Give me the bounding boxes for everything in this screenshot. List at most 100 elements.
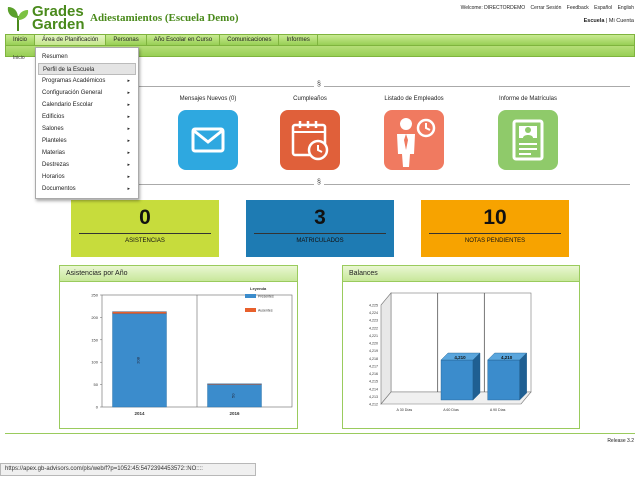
- stat-attendance-value: 0: [139, 206, 151, 229]
- bar-ausentes-2016: [207, 383, 262, 385]
- chart-left-wall: [380, 292, 392, 405]
- submenu-arrow-icon: ▸: [127, 174, 130, 180]
- enrollment-report-tile[interactable]: [498, 110, 558, 170]
- stat-enrolled[interactable]: 3 MATRICULADOS: [246, 200, 394, 257]
- y-tick-label: 200: [91, 315, 98, 320]
- dropdown-item-configuracion-general[interactable]: Configuración General ▸: [36, 87, 138, 99]
- y-tick-label: 4,216: [369, 372, 378, 376]
- submenu-arrow-icon: ▸: [127, 78, 130, 84]
- legend-label-ausentes: Ausentes: [258, 309, 273, 313]
- nav-informes[interactable]: Informes: [279, 35, 318, 45]
- legend-title: Leyenda: [250, 286, 267, 291]
- section-divider-bottom: [130, 184, 630, 185]
- dropdown-item-planteles[interactable]: Planteles ▸: [36, 135, 138, 147]
- submenu-arrow-icon: ▸: [127, 126, 130, 132]
- balances-chart: 4,225 4,224 4,223 4,222 4,221 4,220 4,219 4,218…: [369, 292, 532, 412]
- messages-tile[interactable]: [178, 110, 238, 170]
- submenu-arrow-icon: ▸: [127, 150, 130, 156]
- dropdown-item-destrezas[interactable]: Destrezas ▸: [36, 159, 138, 171]
- dropdown-item-documentos[interactable]: Documentos ▸: [36, 183, 138, 195]
- language-english-link[interactable]: English: [617, 5, 634, 11]
- stat-pending-grades-rule: [429, 233, 561, 234]
- dropdown-item-label: Materias: [42, 150, 66, 156]
- stat-pending-grades-label: NOTAS PENDIENTES: [464, 238, 526, 244]
- my-account-link[interactable]: Mi Cuenta: [608, 18, 634, 24]
- nav-personas[interactable]: Personas: [106, 35, 147, 45]
- y-tick-label: 4,215: [369, 380, 378, 384]
- employees-tile[interactable]: [384, 110, 444, 170]
- stat-pending-grades[interactable]: 10 NOTAS PENDIENTES: [421, 200, 569, 257]
- y-tick-label: 4,220: [369, 342, 378, 346]
- dropdown-item-edificios[interactable]: Edificios ▸: [36, 111, 138, 123]
- grades-garden-logo[interactable]: Grades Garden: [6, 4, 88, 32]
- nav-ano-escolar[interactable]: Año Escolar en Curso: [147, 35, 221, 45]
- dropdown-item-label: Programas Académicos: [42, 78, 106, 84]
- nav-inicio[interactable]: Inicio: [6, 35, 36, 45]
- attendance-panel-title: Asistencias por Año: [60, 266, 297, 282]
- dropdown-item-programas-academicos[interactable]: Programas Académicos ▸: [36, 75, 138, 87]
- bar-data-label: 4,210: [501, 355, 513, 360]
- stat-attendance[interactable]: 0 ASISTENCIAS: [71, 200, 219, 257]
- dropdown-item-label: Documentos: [42, 186, 76, 192]
- dropdown-item-perfil-de-la-escuela[interactable]: Perfil de la Escuela: [38, 63, 136, 75]
- bar-front-A 90 Días: [487, 359, 520, 401]
- attendance-panel: Asistencias por Año 0 50 100 150 200 250 208 20…: [59, 265, 298, 429]
- y-tick-label: 4,224: [369, 311, 378, 315]
- submenu-arrow-icon: ▸: [127, 102, 130, 108]
- dropdown-item-label: Destrezas: [42, 162, 70, 168]
- y-tick-label: 4,218: [369, 357, 378, 361]
- y-tick-label: 50: [94, 382, 99, 387]
- bar-data-label: 208: [136, 356, 141, 363]
- browser-status-url: https://apex.gb-advisors.com/pls/web/f?p…: [0, 463, 256, 476]
- dropdown-item-horarios[interactable]: Horarios ▸: [36, 171, 138, 183]
- dropdown-item-materias[interactable]: Materias ▸: [36, 147, 138, 159]
- dropdown-item-label: Edificios: [42, 114, 65, 120]
- feedback-link[interactable]: Feedback: [566, 5, 589, 11]
- dropdown-item-salones[interactable]: Salones ▸: [36, 123, 138, 135]
- bar-ausentes-2014: [112, 311, 167, 315]
- birthdays-tile[interactable]: [280, 110, 340, 170]
- stat-enrolled-rule: [254, 233, 386, 234]
- school-label: Escuela: [583, 18, 605, 24]
- y-tick-label: 4,212: [369, 403, 378, 407]
- y-tick-label: 4,225: [369, 304, 378, 308]
- link-separator: |: [604, 18, 609, 24]
- x-tick-label: A 90 Días: [490, 408, 506, 412]
- balances-panel: Balances 4,225 4,224 4,223 4,222 4,221 4,220 4…: [342, 265, 580, 429]
- tile-label-employees: Listado de Empleados: [384, 96, 444, 102]
- dropdown-item-calendario-escolar[interactable]: Calendario Escolar ▸: [36, 99, 138, 111]
- document-icon: [512, 119, 544, 161]
- dropdown-item-label: Resumen: [42, 54, 68, 60]
- bar-presentes-2014: [112, 313, 167, 408]
- divider-symbol-top: §: [314, 81, 324, 88]
- y-tick-label: 0: [96, 405, 99, 410]
- submenu-arrow-icon: ▸: [127, 162, 130, 168]
- bar-data-label: 50: [231, 393, 236, 398]
- tile-label-messages: Mensajes Nuevos (0): [179, 96, 237, 102]
- logo-text-garden: Garden: [32, 16, 85, 33]
- y-tick-label: 4,223: [369, 319, 378, 323]
- x-tick-label: 2016: [229, 411, 240, 416]
- divider-symbol-bottom: §: [314, 179, 324, 186]
- submenu-arrow-icon: ▸: [127, 138, 130, 144]
- x-tick-label: A 60 Días: [443, 408, 459, 412]
- nav-area-planificacion[interactable]: Área de Planificación: [35, 35, 107, 45]
- x-tick-label: A 30 Días: [397, 408, 413, 412]
- bar-front-A 60 Días: [440, 359, 474, 401]
- legend-label-presentes: Presentes: [258, 295, 274, 299]
- footer-rule: [5, 433, 635, 434]
- subnav-inicio[interactable]: Inicio: [13, 55, 25, 61]
- dropdown-item-label: Calendario Escolar: [42, 102, 93, 108]
- stat-attendance-rule: [79, 233, 211, 234]
- nav-comunicaciones[interactable]: Comunicaciones: [220, 35, 280, 45]
- language-spanish-link[interactable]: Español: [594, 5, 613, 11]
- submenu-arrow-icon: ▸: [127, 90, 130, 96]
- y-tick-label: 4,213: [369, 395, 378, 399]
- envelope-icon: [191, 127, 225, 153]
- logout-link[interactable]: Cerrar Sesión: [530, 5, 562, 11]
- y-tick-label: 150: [91, 337, 98, 342]
- y-tick-label: 4,221: [369, 334, 378, 338]
- app-title: Adiestamientos (Escuela Demo): [90, 12, 239, 24]
- dropdown-item-resumen[interactable]: Resumen: [36, 51, 138, 63]
- top-links: Welcome: DIRECTORDEMO Cerrar Sesión Feed…: [457, 5, 634, 11]
